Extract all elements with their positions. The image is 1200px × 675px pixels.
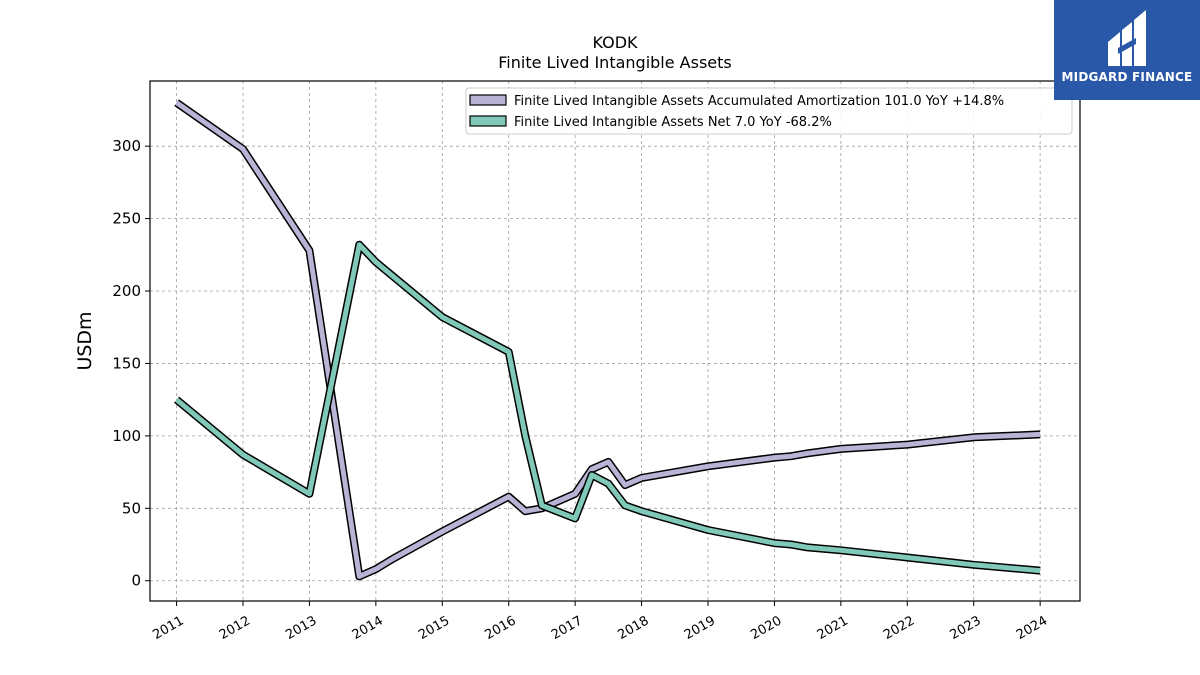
y-tick-label: 200 xyxy=(112,282,141,300)
chart-subtitle: Finite Lived Intangible Assets xyxy=(498,53,731,72)
legend-swatch-net xyxy=(469,115,507,127)
y-axis: 0 50 100 150 200 250 300 xyxy=(112,137,150,590)
y-axis-label: USDm xyxy=(74,311,96,370)
series-outline-1 xyxy=(174,240,1041,575)
x-tick-label: 2011 xyxy=(150,613,186,643)
x-tick-label: 2023 xyxy=(948,613,984,643)
x-tick-label: 2017 xyxy=(549,613,585,643)
series-line-1 xyxy=(175,242,1041,574)
series-layer xyxy=(174,99,1041,581)
y-tick-label: 0 xyxy=(131,572,141,590)
legend-swatch-amortization xyxy=(469,94,507,106)
legend-label-net: Finite Lived Intangible Assets Net 7.0 Y… xyxy=(514,115,832,130)
midgard-finance-logo: MIDGARD FINANCE xyxy=(1054,0,1200,100)
chart-title: KODK xyxy=(592,33,638,52)
x-tick-label: 2024 xyxy=(1014,613,1050,643)
legend-label-amortization: Finite Lived Intangible Assets Accumulat… xyxy=(514,94,1004,109)
grid xyxy=(150,81,1080,601)
x-axis: 2011 2012 2013 2014 2015 2016 2017 2018 2019 2020… xyxy=(150,601,1050,643)
midgard-logo-icon xyxy=(1108,10,1146,66)
x-tick-label: 2012 xyxy=(217,613,253,643)
y-tick-label: 100 xyxy=(112,427,141,445)
x-tick-label: 2019 xyxy=(682,613,718,643)
series-line-0 xyxy=(175,100,1041,579)
x-tick-label: 2015 xyxy=(416,613,452,643)
x-tick-label: 2022 xyxy=(881,613,917,643)
legend-box xyxy=(465,87,1073,135)
legend: Finite Lived Intangible Assets Accumulat… xyxy=(465,87,1073,135)
y-tick-label: 300 xyxy=(112,137,141,155)
series-outline-0 xyxy=(174,99,1041,581)
x-tick-label: 2021 xyxy=(815,613,851,643)
x-tick-label: 2020 xyxy=(748,613,784,643)
y-tick-label: 50 xyxy=(122,499,141,517)
x-tick-label: 2016 xyxy=(483,613,519,643)
x-tick-label: 2013 xyxy=(283,613,319,643)
y-tick-label: 250 xyxy=(112,210,141,228)
y-tick-label: 150 xyxy=(112,354,141,372)
logo-brand-text: MIDGARD FINANCE xyxy=(1061,70,1193,84)
x-tick-label: 2014 xyxy=(350,613,386,643)
x-tick-label: 2018 xyxy=(615,613,651,643)
plot-frame xyxy=(149,80,1081,602)
